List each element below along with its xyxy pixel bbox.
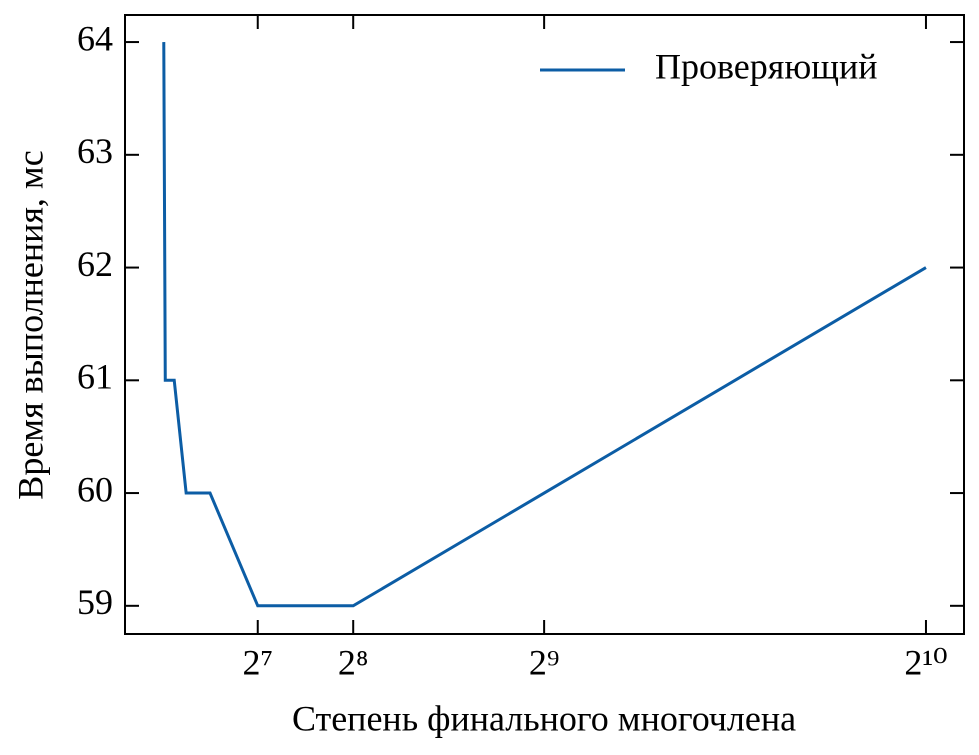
x-tick-label: 2¹⁰ [904,642,947,682]
y-tick-label: 63 [77,131,113,171]
y-tick-label: 64 [77,18,113,58]
plot-frame [124,14,965,635]
x-axis-label: Степень финального многочлена [292,698,796,738]
data-line [162,42,927,608]
x-tick-label: 2⁸ [338,642,369,682]
y-axis-label: Время выполнения, мс [10,150,50,499]
legend-label: Проверяющий [655,46,877,86]
y-tick-label: 62 [77,244,113,284]
y-tick-label: 60 [77,469,113,509]
x-tick-label: 2⁷ [242,642,273,682]
y-tick-label: 59 [77,582,113,622]
x-tick-label: 2⁹ [529,642,560,682]
y-tick-label: 61 [77,357,113,397]
